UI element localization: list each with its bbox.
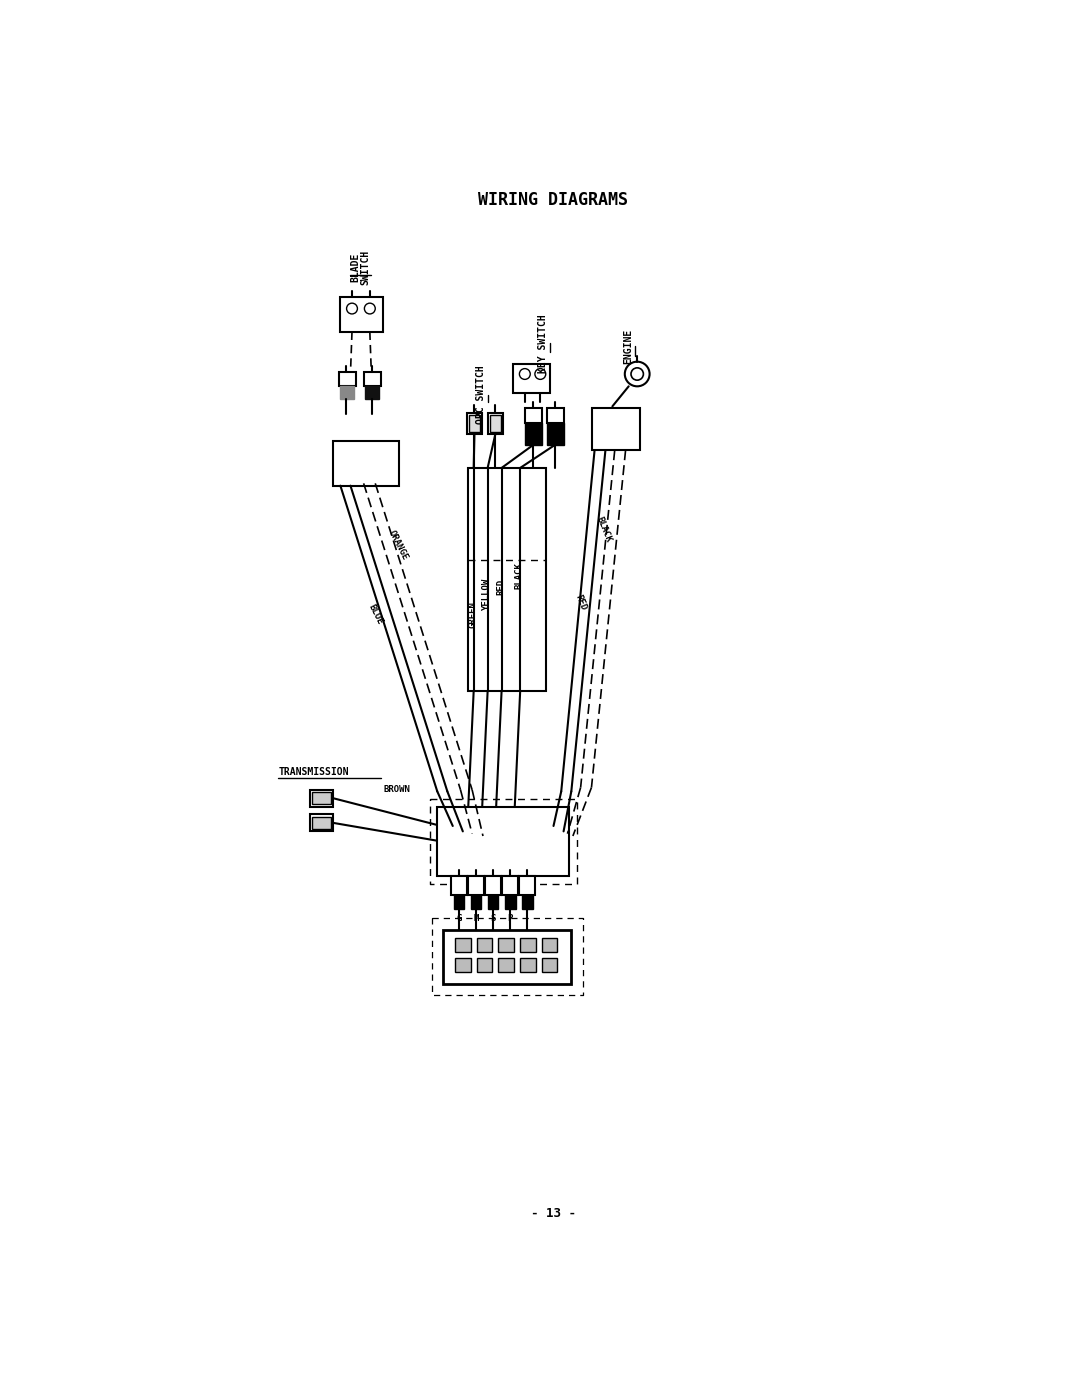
Bar: [365, 386, 379, 400]
Circle shape: [625, 362, 649, 387]
Bar: [504, 895, 515, 909]
Bar: [454, 895, 464, 909]
Circle shape: [631, 367, 644, 380]
Bar: [444, 930, 571, 983]
Bar: [519, 876, 535, 895]
Text: TRANSMISSION: TRANSMISSION: [279, 767, 349, 777]
Bar: [522, 895, 532, 909]
Text: SWITCH: SWITCH: [360, 250, 370, 285]
Bar: [469, 468, 545, 692]
Bar: [310, 789, 334, 806]
Bar: [485, 876, 501, 895]
Text: G: G: [456, 914, 461, 923]
Bar: [333, 441, 399, 486]
Text: BLACK: BLACK: [595, 515, 613, 543]
Circle shape: [535, 369, 545, 380]
Bar: [339, 372, 356, 386]
Bar: [490, 415, 501, 432]
Bar: [488, 895, 499, 909]
Bar: [521, 937, 536, 951]
Bar: [476, 937, 492, 951]
Text: S: S: [490, 914, 496, 923]
Bar: [312, 817, 332, 828]
Bar: [542, 937, 557, 951]
Bar: [364, 372, 380, 386]
Bar: [499, 958, 514, 971]
Bar: [476, 958, 492, 971]
Text: WIRING DIAGRAMS: WIRING DIAGRAMS: [478, 191, 629, 210]
Text: BLACK: BLACK: [515, 563, 524, 590]
Bar: [521, 958, 536, 971]
Text: P: P: [508, 914, 513, 923]
Bar: [546, 408, 564, 423]
Bar: [469, 876, 484, 895]
Bar: [469, 415, 480, 432]
Bar: [502, 876, 517, 895]
Text: M: M: [473, 914, 478, 923]
Bar: [312, 792, 332, 805]
Text: YELLOW: YELLOW: [483, 578, 491, 610]
Text: RED: RED: [497, 580, 505, 595]
Circle shape: [519, 369, 530, 380]
Text: BLUE: BLUE: [366, 602, 384, 626]
Bar: [455, 958, 471, 971]
Bar: [471, 895, 482, 909]
Bar: [340, 386, 354, 400]
Text: BLADE: BLADE: [350, 253, 360, 282]
Text: ORANGE: ORANGE: [387, 528, 409, 562]
Bar: [488, 412, 503, 434]
Bar: [592, 408, 640, 450]
Bar: [499, 937, 514, 951]
Bar: [451, 876, 467, 895]
Text: GREEN: GREEN: [469, 601, 477, 627]
Text: ENGINE: ENGINE: [623, 328, 634, 363]
Bar: [546, 423, 564, 444]
Text: RED: RED: [573, 594, 588, 612]
Bar: [467, 412, 482, 434]
Text: KEY SWITCH: KEY SWITCH: [539, 314, 549, 373]
Bar: [437, 806, 569, 876]
Bar: [455, 937, 471, 951]
Bar: [513, 365, 551, 393]
Text: BROWN: BROWN: [383, 785, 410, 795]
Circle shape: [364, 303, 375, 314]
Bar: [310, 814, 334, 831]
Bar: [340, 298, 383, 331]
Circle shape: [347, 303, 357, 314]
Bar: [525, 423, 542, 444]
Bar: [525, 408, 542, 423]
Text: - 13 -: - 13 -: [531, 1207, 576, 1220]
Text: OPC SWITCH: OPC SWITCH: [476, 366, 486, 425]
Bar: [542, 958, 557, 971]
